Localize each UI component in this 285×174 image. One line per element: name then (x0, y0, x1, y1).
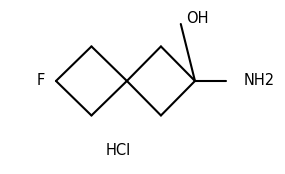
Text: F: F (36, 73, 45, 88)
Text: NH2: NH2 (243, 73, 274, 88)
Text: OH: OH (186, 11, 209, 26)
Text: HCl: HCl (106, 143, 131, 157)
